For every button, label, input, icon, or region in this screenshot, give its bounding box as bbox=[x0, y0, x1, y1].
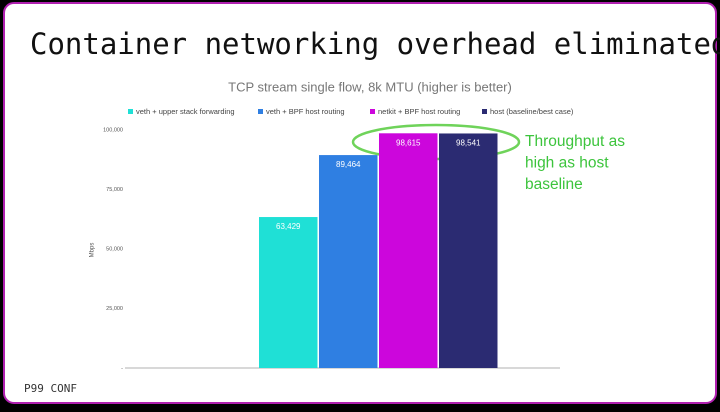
chart-title: TCP stream single flow, 8k MTU (higher i… bbox=[228, 79, 512, 94]
y-tick-label: 100,000 bbox=[103, 127, 123, 133]
slide-title: Container networking overhead eliminated… bbox=[30, 27, 720, 61]
bar bbox=[379, 133, 438, 368]
annotation: baseline bbox=[525, 176, 583, 193]
value-label: 63,429 bbox=[276, 222, 301, 231]
legend-swatch bbox=[482, 109, 487, 114]
footer: P99 CONF bbox=[24, 382, 77, 395]
y-tick-label: 75,000 bbox=[106, 187, 123, 193]
legend-swatch bbox=[258, 109, 263, 114]
legend-label: veth + upper stack forwarding bbox=[136, 107, 235, 116]
y-axis-label: Mbps bbox=[90, 243, 96, 258]
bar bbox=[439, 133, 498, 368]
y-tick-label: - bbox=[121, 365, 123, 371]
legend-swatch bbox=[370, 109, 375, 114]
value-label: 98,541 bbox=[456, 139, 481, 148]
legend-swatch bbox=[128, 109, 133, 114]
bar bbox=[259, 217, 318, 368]
legend-label: veth + BPF host routing bbox=[266, 107, 345, 116]
y-tick-label: 50,000 bbox=[106, 246, 123, 252]
legend-label: host (baseline/best case) bbox=[490, 107, 574, 116]
legend-label: netkit + BPF host routing bbox=[378, 107, 460, 116]
y-tick-label: 25,000 bbox=[106, 306, 123, 312]
value-label: 98,615 bbox=[396, 138, 421, 147]
bar bbox=[319, 155, 378, 368]
annotation: high as host bbox=[525, 155, 609, 172]
annotation: Throughput as bbox=[525, 133, 625, 150]
value-label: 89,464 bbox=[336, 160, 361, 169]
